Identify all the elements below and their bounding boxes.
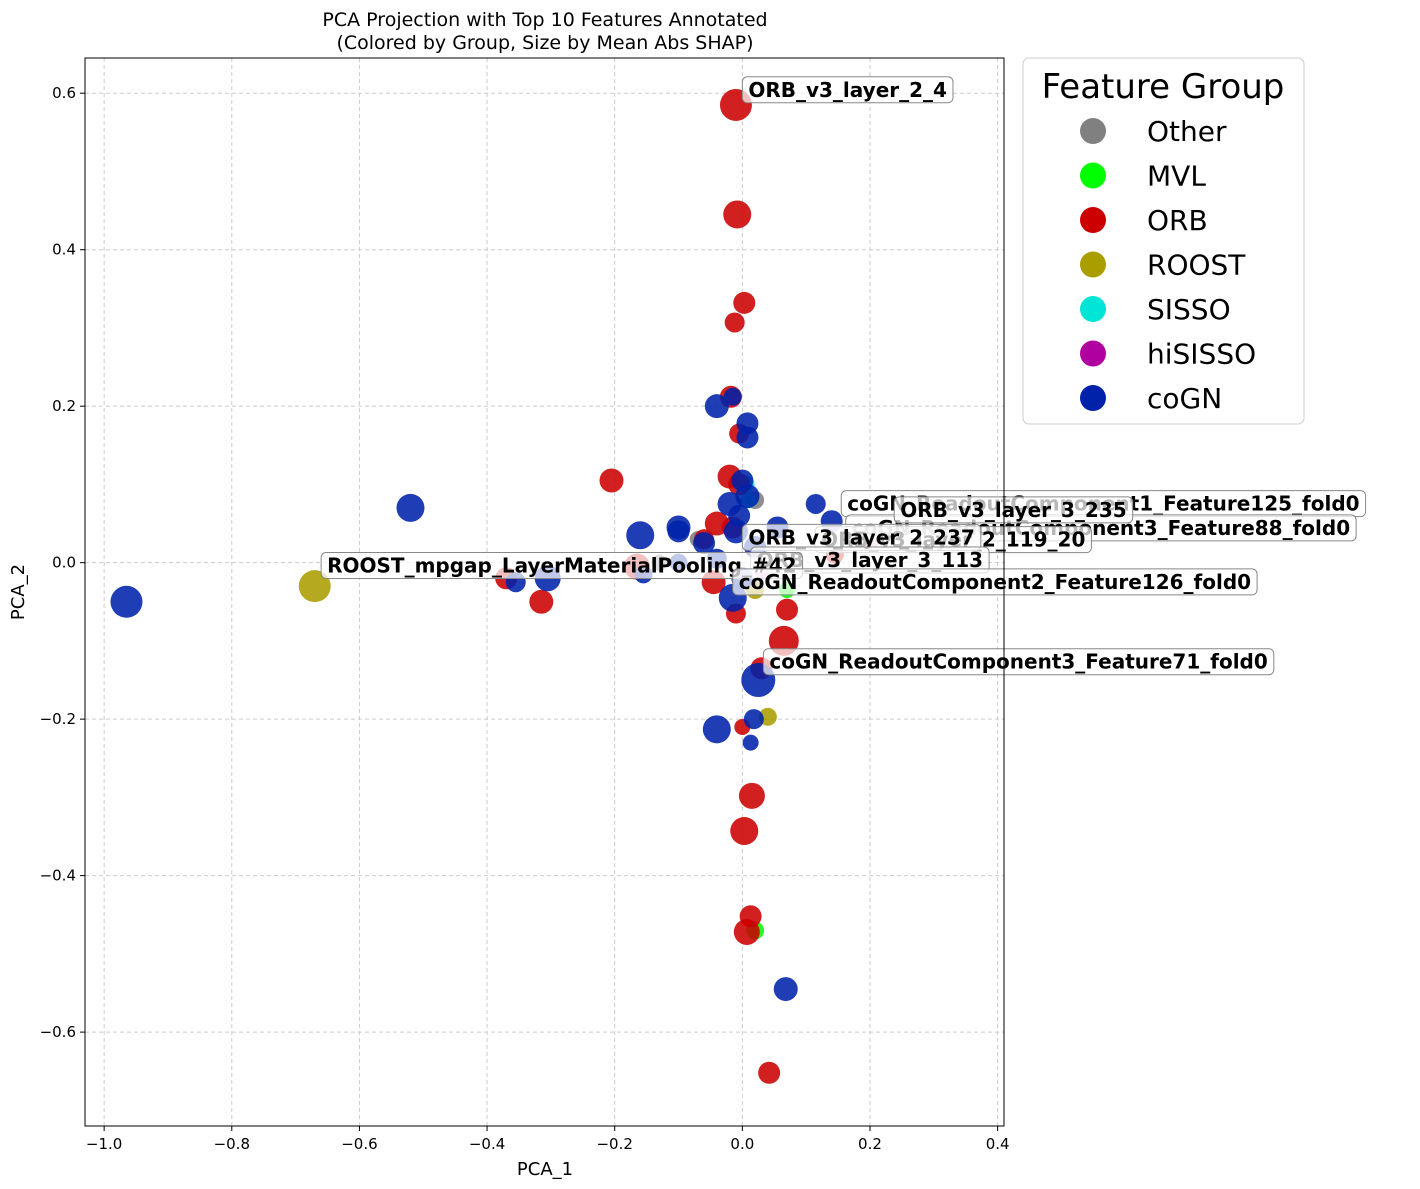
chart-subtitle: (Colored by Group, Size by Mean Abs SHAP…: [336, 32, 753, 54]
feature-annotation: coGN_ReadoutComponent2_Feature126_fold0: [732, 568, 1258, 596]
annotation-label: ROOST_mpgap_LayerMaterialPooling_#42: [327, 553, 796, 577]
legend-marker-hisisso: [1080, 340, 1106, 367]
feature-annotation: ROOST_mpgap_LayerMaterialPooling_#42: [320, 551, 804, 579]
x-tick-label: −0.8: [214, 1135, 250, 1153]
point-orb: [738, 782, 765, 809]
chart-title: PCA Projection with Top 10 Features Anno…: [322, 9, 767, 31]
axis-ticks: −1.0 −0.8 −0.6 −0.4 −0.2 0.0 0.2 0.4 −0.6 −0.4 −0.…: [40, 84, 1010, 1153]
annotation-box: [762, 648, 1275, 676]
annotation-label: coGN_ReadoutComponent2_Feature126_fold0: [739, 570, 1251, 594]
legend-box: [1022, 57, 1305, 425]
y-axis-label: PCA_2: [8, 564, 29, 620]
point-cogn: [773, 977, 798, 1002]
x-tick-label: −1.0: [86, 1135, 122, 1153]
annotation-box: [893, 496, 1134, 524]
annotation-label: ORB_v3_layer_2_237: [748, 525, 974, 549]
point-cogn: [702, 715, 731, 744]
point-cogn: [805, 493, 826, 514]
annotation-label: ORB_v3_layer_3_235: [900, 498, 1126, 522]
y-tick-label: −0.4: [40, 867, 76, 885]
x-tick-label: 0.4: [986, 1135, 1010, 1153]
point-cogn: [742, 734, 759, 751]
point-orb: [776, 598, 799, 621]
legend-title: Feature Group: [1042, 67, 1285, 107]
annotation-label: coGN_ReadoutComponent3_Feature71_fold0: [769, 650, 1267, 674]
x-tick-label: −0.4: [469, 1135, 505, 1153]
x-axis-label: PCA_1: [517, 1159, 573, 1180]
feature-annotation: ORB_v3_layer_2_237: [741, 523, 982, 551]
point-roost: [298, 570, 331, 603]
legend-label-hisisso: hiSISSO: [1147, 338, 1256, 371]
x-tick-label: 0.2: [858, 1135, 882, 1153]
y-tick-label: 0.2: [52, 397, 76, 415]
point-cogn: [667, 520, 690, 543]
point-cogn: [396, 493, 425, 522]
plot-frame: [84, 57, 1005, 1127]
y-tick-label: 0.6: [52, 84, 76, 102]
point-orb: [529, 589, 554, 614]
point-orb: [723, 200, 752, 229]
annotation-label: ORB_v3_layer_2_4: [748, 78, 947, 102]
y-tick-label: −0.6: [40, 1023, 76, 1041]
legend-marker-cogn: [1080, 385, 1106, 411]
legend: Feature Group Other MVL ORB ROOST SISSO hiSIS…: [1022, 57, 1305, 425]
point-cogn: [704, 394, 729, 419]
annotation-box: [741, 76, 954, 104]
y-tick-label: 0.0: [52, 554, 76, 572]
feature-annotation: ORB_v3_layer_2_4: [741, 76, 954, 104]
y-tick-label: −0.2: [40, 710, 76, 728]
x-tick-label: −0.2: [596, 1135, 632, 1153]
point-orb: [724, 312, 745, 333]
point-cogn: [743, 709, 764, 730]
point-cogn: [693, 532, 716, 555]
legend-label-orb: ORB: [1147, 204, 1208, 237]
legend-label-other: Other: [1147, 115, 1227, 148]
point-cogn: [736, 426, 759, 449]
legend-label-sisso: SISSO: [1147, 293, 1231, 326]
x-tick-label: −0.6: [341, 1135, 377, 1153]
feature-annotation: ORB_v3_layer_3_235: [893, 496, 1134, 524]
legend-marker-orb: [1080, 207, 1106, 233]
point-orb: [599, 468, 624, 493]
point-orb: [733, 291, 756, 314]
legend-marker-sisso: [1080, 296, 1106, 322]
annotation-box: [320, 551, 804, 579]
point-orb: [733, 918, 760, 945]
point-cogn: [735, 484, 760, 509]
feature-annotation: coGN_ReadoutComponent3_Feature71_fold0: [762, 648, 1275, 676]
point-orb: [758, 1061, 781, 1084]
legend-marker-other: [1080, 118, 1106, 144]
x-tick-label: 0.0: [730, 1135, 754, 1153]
annotation-box: [732, 568, 1258, 596]
y-tick-label: 0.4: [52, 241, 76, 259]
legend-marker-roost: [1080, 251, 1106, 278]
annotations: ORB_v3_layer_2_4coGN_ReadoutComponent1_F…: [320, 76, 1367, 676]
point-cogn: [626, 521, 655, 550]
point-orb: [730, 817, 759, 846]
point-cogn: [723, 387, 742, 406]
legend-marker-mvl: [1080, 162, 1106, 189]
legend-label-mvl: MVL: [1147, 160, 1206, 193]
legend-label-roost: ROOST: [1147, 249, 1246, 282]
point-cogn: [110, 585, 143, 618]
legend-label-cogn: coGN: [1147, 382, 1222, 415]
